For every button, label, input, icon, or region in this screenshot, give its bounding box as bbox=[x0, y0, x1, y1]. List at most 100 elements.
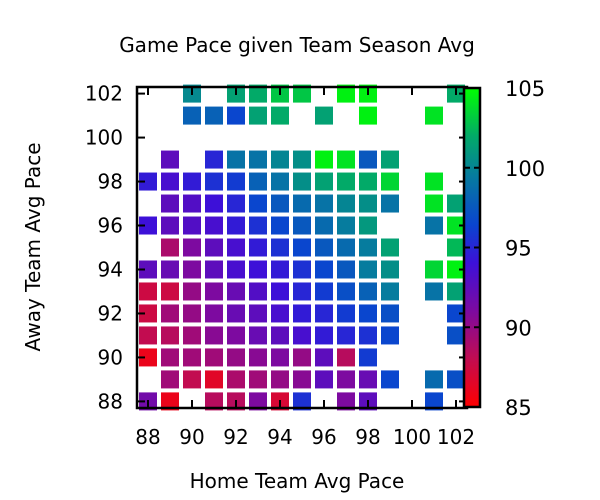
heat-cell bbox=[139, 282, 157, 301]
heat-cell bbox=[205, 370, 223, 389]
heat-cell bbox=[381, 238, 399, 257]
colorbar: 85 90 95 100 105 bbox=[462, 77, 545, 420]
heat-cell bbox=[271, 282, 289, 301]
heat-cell bbox=[139, 326, 157, 345]
heat-cell bbox=[425, 216, 443, 235]
heat-cell bbox=[227, 238, 245, 257]
heat-cell bbox=[183, 194, 201, 213]
heat-cell bbox=[227, 150, 245, 169]
heat-cell bbox=[205, 304, 223, 323]
heat-cell bbox=[293, 370, 311, 389]
heat-cell bbox=[227, 304, 245, 323]
heat-cell bbox=[425, 392, 443, 411]
heat-cell bbox=[359, 282, 377, 301]
heat-cell bbox=[315, 194, 333, 213]
heat-cell bbox=[337, 282, 355, 301]
heat-cell bbox=[249, 370, 267, 389]
y-tick-label: 98 bbox=[98, 170, 123, 194]
heat-cell bbox=[337, 304, 355, 323]
y-tick-label: 92 bbox=[98, 301, 123, 325]
heat-cell bbox=[183, 370, 201, 389]
heat-cell bbox=[205, 348, 223, 367]
heat-cell bbox=[425, 260, 443, 279]
heat-cell bbox=[293, 392, 311, 411]
heat-cell bbox=[315, 370, 333, 389]
heat-cell bbox=[139, 172, 157, 191]
heat-cell bbox=[205, 326, 223, 345]
heat-cell bbox=[161, 304, 179, 323]
heat-cell bbox=[381, 282, 399, 301]
heat-cell bbox=[161, 326, 179, 345]
heat-cell bbox=[205, 106, 223, 125]
heat-cell bbox=[293, 348, 311, 367]
heat-cell bbox=[337, 260, 355, 279]
heat-cell bbox=[315, 216, 333, 235]
x-tick-label: 102 bbox=[437, 425, 475, 449]
heat-cell bbox=[183, 326, 201, 345]
heat-cell bbox=[161, 216, 179, 235]
heat-cell bbox=[359, 216, 377, 235]
heat-cell bbox=[425, 370, 443, 389]
heat-cell bbox=[293, 282, 311, 301]
heat-cell bbox=[183, 106, 201, 125]
heat-cell bbox=[381, 370, 399, 389]
heat-cell bbox=[359, 150, 377, 169]
heat-cell bbox=[161, 348, 179, 367]
x-tick-label: 94 bbox=[267, 425, 292, 449]
heat-cell bbox=[139, 348, 157, 367]
heat-cell bbox=[227, 172, 245, 191]
heat-cell bbox=[381, 172, 399, 191]
colorbar-tick-label: 100 bbox=[505, 157, 545, 181]
heat-cell bbox=[205, 172, 223, 191]
heat-cell bbox=[183, 260, 201, 279]
heat-cell bbox=[227, 194, 245, 213]
heat-cell bbox=[227, 326, 245, 345]
heat-cell bbox=[249, 348, 267, 367]
heat-cell bbox=[139, 304, 157, 323]
heat-cell bbox=[271, 304, 289, 323]
colorbar-tick-label: 90 bbox=[505, 316, 532, 340]
heat-cell bbox=[337, 348, 355, 367]
heat-cell bbox=[227, 260, 245, 279]
heat-cell bbox=[337, 392, 355, 411]
heat-cell bbox=[315, 326, 333, 345]
heat-cell bbox=[425, 282, 443, 301]
heat-cell bbox=[381, 304, 399, 323]
heat-cell bbox=[249, 172, 267, 191]
heat-cell bbox=[359, 348, 377, 367]
heat-cell bbox=[359, 370, 377, 389]
heat-cell bbox=[249, 216, 267, 235]
heat-cell bbox=[161, 194, 179, 213]
heat-cell bbox=[425, 172, 443, 191]
y-axis-label: Away Team Avg Pace bbox=[21, 142, 45, 351]
heat-cell bbox=[249, 282, 267, 301]
heat-cell bbox=[271, 260, 289, 279]
heat-cell bbox=[205, 194, 223, 213]
chart-title: Game Pace given Team Season Avg bbox=[119, 33, 475, 57]
heat-cell bbox=[183, 238, 201, 257]
heat-cell bbox=[447, 238, 465, 257]
heat-cell bbox=[337, 150, 355, 169]
heat-cell bbox=[249, 326, 267, 345]
heat-cell bbox=[315, 172, 333, 191]
y-tick-label: 102 bbox=[85, 82, 123, 106]
heat-cell bbox=[161, 172, 179, 191]
heat-cell bbox=[227, 370, 245, 389]
heat-cell bbox=[271, 326, 289, 345]
heat-cell bbox=[447, 216, 465, 235]
heat-cell bbox=[271, 216, 289, 235]
heat-cell bbox=[293, 238, 311, 257]
heat-cell bbox=[249, 260, 267, 279]
heat-cell bbox=[447, 370, 465, 389]
heat-cell bbox=[425, 194, 443, 213]
heat-cell bbox=[293, 326, 311, 345]
heat-cell bbox=[249, 392, 267, 411]
x-tick-label: 100 bbox=[393, 425, 431, 449]
y-tick-label: 90 bbox=[98, 345, 123, 369]
heat-cell bbox=[315, 260, 333, 279]
heat-cell bbox=[315, 348, 333, 367]
heat-cell bbox=[359, 260, 377, 279]
heat-cell bbox=[359, 106, 377, 125]
heat-cell bbox=[249, 238, 267, 257]
